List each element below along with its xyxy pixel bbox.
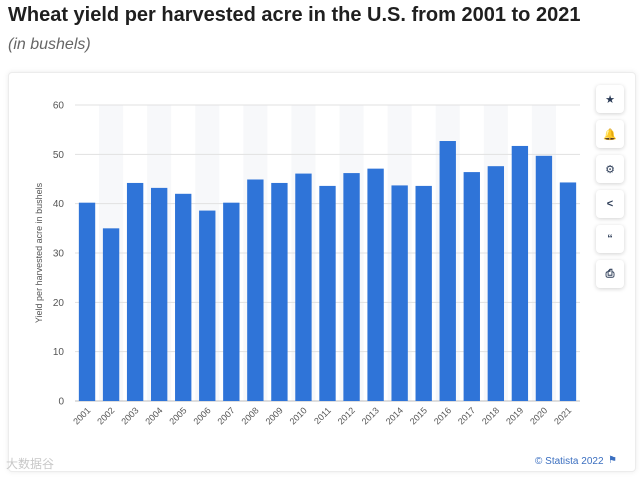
x-tick-label: 2015 — [408, 405, 429, 426]
bar-2015 — [415, 185, 432, 401]
bar-2018 — [487, 166, 505, 401]
bar-2001 — [78, 202, 96, 401]
y-tick-label: 20 — [53, 298, 65, 309]
bar-2009 — [271, 182, 288, 401]
bar-2011 — [319, 185, 336, 401]
bar-2004 — [150, 187, 168, 401]
bar-2013 — [367, 168, 384, 401]
bar-2020 — [535, 155, 553, 401]
x-tick-label: 2010 — [288, 405, 309, 426]
bar-2005 — [175, 193, 192, 401]
notification-button[interactable]: 🔔 — [596, 120, 624, 148]
bar-2014 — [391, 185, 408, 401]
bar-2010 — [295, 173, 312, 401]
share-button[interactable]: < — [596, 190, 624, 218]
x-tick-label: 2008 — [240, 405, 261, 426]
x-tick-label: 2004 — [143, 405, 164, 426]
x-tick-label: 2021 — [552, 405, 573, 426]
x-tick-label: 2019 — [504, 405, 525, 426]
settings-button[interactable]: ⚙ — [596, 155, 624, 183]
chart-title: Wheat yield per harvested acre in the U.… — [8, 4, 581, 26]
cite-button[interactable]: “ — [596, 225, 624, 253]
y-axis-title: Yield per harvested acre in bushels — [34, 182, 44, 323]
x-tick-label: 2011 — [312, 405, 333, 426]
favorite-button[interactable]: ★ — [596, 85, 624, 113]
share-icon: < — [606, 198, 614, 210]
bar-2003 — [126, 182, 144, 401]
bar-2016 — [439, 141, 456, 401]
chart-toolbar: ★ 🔔 ⚙ < “ ⎙ — [596, 85, 624, 288]
x-tick-label: 2005 — [167, 405, 188, 426]
y-tick-label: 50 — [53, 150, 65, 161]
y-tick-label: 30 — [53, 249, 65, 260]
x-tick-label: 2018 — [480, 405, 501, 426]
quote-icon: “ — [607, 233, 613, 245]
x-tick-label: 2012 — [336, 405, 357, 426]
chart-subtitle: (in bushels) — [8, 36, 91, 53]
x-tick-label: 2014 — [384, 405, 405, 426]
bar-2017 — [463, 172, 480, 401]
y-tick-label: 40 — [53, 199, 65, 210]
x-tick-label: 2007 — [215, 405, 236, 426]
bar-2012 — [343, 173, 360, 401]
x-tick-label: 2009 — [264, 405, 285, 426]
x-tick-label: 2020 — [528, 405, 549, 426]
print-icon: ⎙ — [605, 267, 615, 280]
y-tick-label: 60 — [53, 101, 65, 112]
y-tick-label: 0 — [58, 397, 64, 408]
x-tick-label: 2006 — [191, 405, 212, 426]
gear-icon: ⚙ — [605, 163, 615, 176]
bar-2008 — [247, 179, 264, 401]
x-tick-label: 2013 — [360, 405, 381, 426]
bar-2006 — [199, 210, 216, 401]
x-tick-label: 2017 — [456, 405, 477, 426]
bar-2007 — [223, 202, 240, 401]
flag-icon[interactable]: ⚑ — [608, 455, 617, 466]
x-tick-label: 2003 — [119, 405, 140, 426]
x-tick-label: 2002 — [95, 405, 116, 426]
y-tick-label: 10 — [53, 347, 65, 358]
bar-2002 — [102, 228, 120, 401]
print-button[interactable]: ⎙ — [596, 260, 624, 288]
watermark: 大数据谷 — [6, 457, 55, 471]
x-tick-label: 2001 — [71, 405, 92, 426]
bar-2021 — [559, 182, 577, 401]
statista-credit-link[interactable]: © Statista 2022 — [535, 456, 604, 467]
bell-icon: 🔔 — [603, 128, 617, 141]
x-tick-label: 2016 — [432, 405, 453, 426]
star-icon: ★ — [605, 93, 615, 106]
bar-2019 — [511, 145, 529, 401]
